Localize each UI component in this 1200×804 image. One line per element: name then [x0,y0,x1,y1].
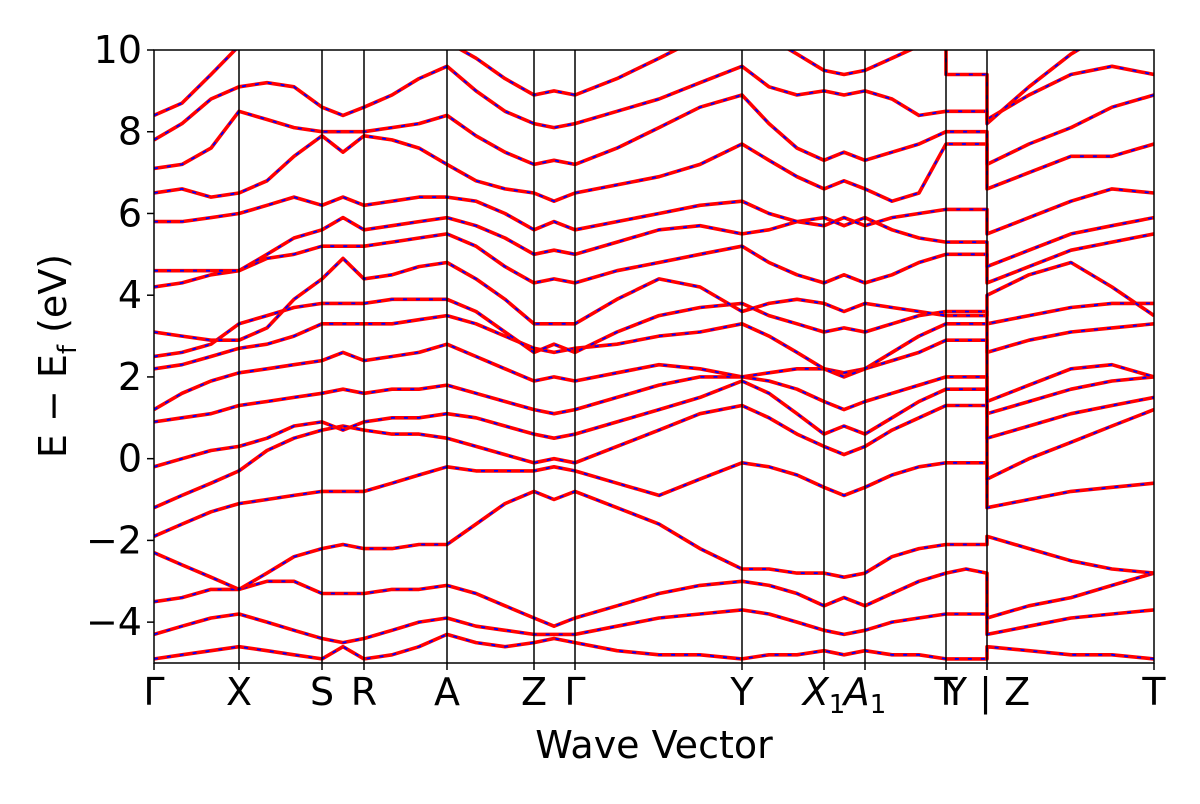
band-line-blue [154,65,1154,141]
band-line-blue [154,134,1154,203]
band-line-blue [154,314,1154,378]
band-line-red [154,297,1154,359]
x-tick-label: Y [729,670,754,714]
band-lines [154,50,1154,661]
band-line-red [154,338,1154,412]
x-tick-label: Γ [143,670,164,714]
x-tick-label: X [226,670,252,714]
y-tick-label: −2 [86,518,142,562]
x-tick-label: Z [521,670,547,714]
y-axis-label: E − Ef (eV) [31,254,83,458]
band-line-red [154,187,1154,236]
y-tick-label: −4 [86,600,142,644]
band-line-red [154,134,1154,203]
y-tick-label: 0 [118,437,142,481]
y-tick-label: 2 [118,355,142,399]
x-tick-label: X1 [801,670,846,720]
band-line-red [154,375,1154,424]
band-line-red [154,93,1154,171]
x-tick-label: S [310,670,334,714]
plot-frame [153,49,1155,664]
x-tick-label: A1 [841,670,887,720]
band-line-red [154,632,1154,661]
x-tick-label: T [933,670,958,714]
band-line-blue [154,608,1154,644]
band-line-red [154,50,1082,126]
y-axis-ticks: −4 −2 0 2 4 6 8 10 [86,28,154,644]
y-tick-label: 6 [118,191,142,235]
band-line-red [154,461,1154,538]
band-line-red [154,489,1154,592]
band-line-blue [154,404,1154,509]
band-line-blue [154,376,1154,423]
band-line-red [154,567,1154,628]
x-tick-label: Γ [564,670,585,714]
x-tick-label: T [1141,670,1166,714]
band-line-red [154,215,1154,273]
y-tick-label: 4 [118,273,142,317]
x-tick-label: A [434,670,460,714]
band-line-red [154,232,1154,289]
band-line-blue [154,257,1154,342]
x-tick-label: R [351,670,377,714]
band-line-blue [154,380,1154,468]
band-line-blue [154,339,1154,411]
x-tick-label: Y | Z [943,670,1030,715]
high-symmetry-lines [238,50,988,663]
x-axis-label: Wave Vector [535,723,773,767]
band-line-red [154,313,1154,379]
band-line-blue [154,633,1154,660]
band-line-blue [154,187,1154,236]
y-tick-label: 10 [94,28,142,72]
band-line-red [154,256,1154,342]
y-tick-label: 8 [118,110,142,154]
band-line-blue [154,461,1154,538]
